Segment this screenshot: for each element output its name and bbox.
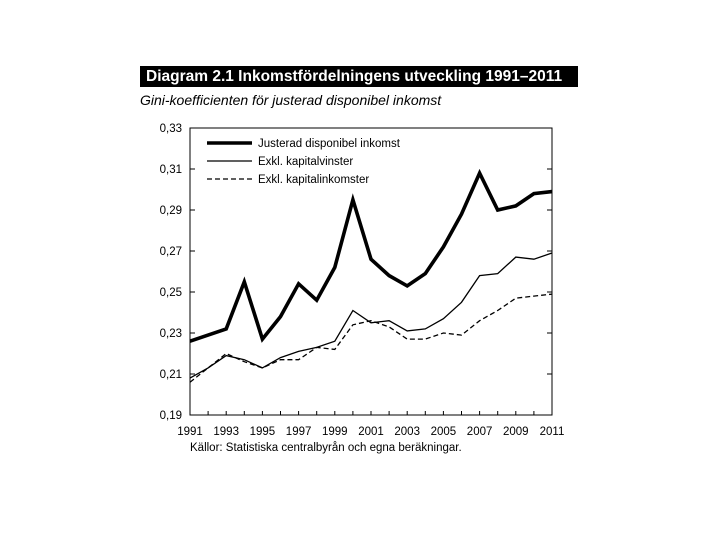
series-line-3 [189,293,553,383]
series-line-1 [189,168,553,343]
x-tick-label: 2005 [431,426,457,438]
y-tick-label: 0,19 [160,410,182,422]
chart-subtitle: Gini-koefficienten för justerad disponib… [140,92,442,108]
legend-label-1: Justerad disponibel inkomst [258,138,401,150]
plot-frame [189,127,553,416]
legend-label-2: Exkl. kapitalvinster [258,156,353,168]
legend-label-3: Exkl. kapitalinkomster [258,174,369,186]
y-tick-label: 0,29 [160,205,182,217]
y-tick-label: 0,25 [160,287,182,299]
x-tick-label: 1995 [250,426,276,438]
source-note: Källor: Statistiska centralbyrån och egn… [190,442,462,454]
x-tick-label: 1993 [213,426,239,438]
x-tick-label: 1991 [177,426,203,438]
y-tick-label: 0,31 [160,164,182,176]
x-tick-label: 2003 [394,426,420,438]
y-tick-label: 0,33 [160,123,182,135]
x-tick-label: 2009 [503,426,529,438]
y-tick-label: 0,27 [160,246,182,258]
y-tick-label: 0,21 [160,369,182,381]
chart-title: Diagram 2.1 Inkomstfördelningens utveckl… [140,66,578,87]
x-tick-label: 1999 [322,426,348,438]
x-tick-label: 2007 [467,426,493,438]
series-line-2 [189,252,553,379]
y-tick-label: 0,23 [160,328,182,340]
x-tick-label: 2011 [540,426,565,438]
x-tick-label: 2001 [358,426,384,438]
x-tick-label: 1997 [286,426,312,438]
